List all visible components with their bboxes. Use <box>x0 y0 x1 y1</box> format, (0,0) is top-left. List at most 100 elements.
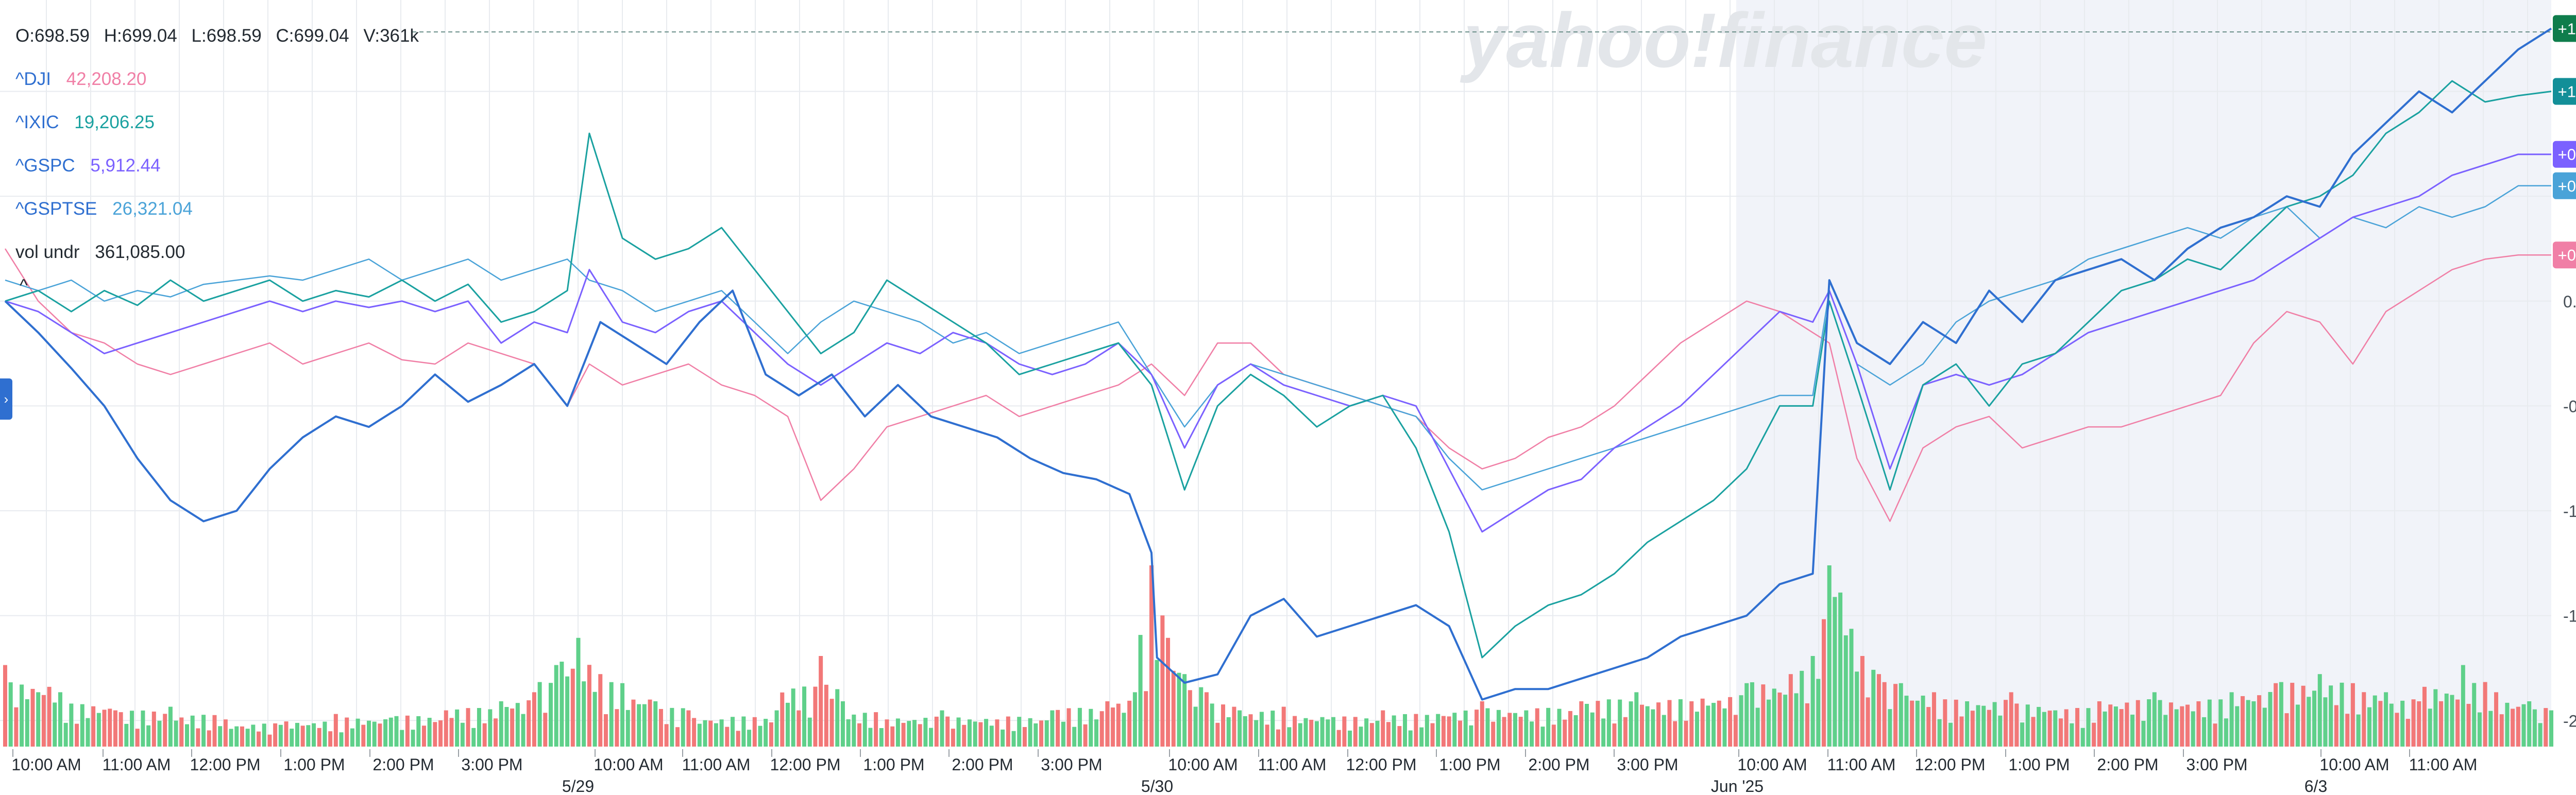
legend-value: 42,208.20 <box>66 69 147 89</box>
series-line-ixic[interactable] <box>5 80 2552 659</box>
volume-bar <box>1116 703 1121 747</box>
volume-bar <box>2323 697 2328 747</box>
volume-bar <box>2301 685 2306 747</box>
volume-bar <box>1667 700 1672 747</box>
volume-bar <box>69 703 74 747</box>
volume-bar <box>1375 720 1380 747</box>
close-value: C:699.04 <box>276 26 349 46</box>
volume-bar <box>1557 708 1562 747</box>
volume-bar <box>2527 701 2532 747</box>
volume-bar <box>1314 721 1319 747</box>
volume-bar <box>1893 684 1898 747</box>
volume-bar <box>2477 712 2482 747</box>
open-value: O:698.59 <box>15 26 90 46</box>
volume-bar <box>1623 717 1628 747</box>
volume-bar <box>515 703 520 747</box>
volume-bar <box>257 731 261 747</box>
side-panel-toggle-chevron-right-icon[interactable]: › <box>0 378 12 420</box>
volume-bar <box>609 682 614 747</box>
volume-bar <box>2108 704 2113 747</box>
volume-bar <box>1601 718 1606 747</box>
legend-value: 19,206.25 <box>74 112 155 132</box>
volume-bar <box>1238 710 1242 747</box>
volume-bar <box>901 722 906 747</box>
legend-item-dji[interactable]: ^DJI 42,208.20 <box>15 69 428 90</box>
volume-bar <box>846 719 851 747</box>
volume-bar <box>741 716 746 747</box>
legend-item-ixic[interactable]: ^IXIC 19,206.25 <box>15 112 428 133</box>
volume-bar <box>1017 717 1022 747</box>
volume-bar <box>63 722 68 747</box>
x-tick-label: 3:00 PM <box>1617 755 1678 774</box>
volume-bar <box>1590 712 1595 747</box>
volume-bar <box>1634 692 1639 747</box>
volume-bar <box>1359 727 1363 747</box>
volume-bar <box>978 722 983 747</box>
day-label: 5/30 <box>1141 777 1173 795</box>
volume-bar <box>1320 717 1325 747</box>
volume-bar <box>785 702 790 747</box>
volume-bar <box>130 711 134 747</box>
volume-bar <box>1546 707 1551 747</box>
series-line-gspc[interactable] <box>5 153 2551 533</box>
volume-bar <box>675 727 680 747</box>
volume-bar <box>2246 700 2250 747</box>
volume-bar <box>1199 687 1204 747</box>
series-line-gsptse[interactable] <box>5 185 2551 491</box>
volume-bar <box>1221 704 1226 747</box>
volume-bar <box>1876 674 1881 747</box>
volume-bar <box>912 720 917 747</box>
volume-bar <box>251 724 256 747</box>
volume-bar <box>840 701 845 747</box>
volume-bar <box>2466 704 2471 747</box>
volume-bar <box>1921 695 1925 747</box>
volume-bar <box>653 701 658 747</box>
watermark-logo: yahoo!finance <box>1460 0 1987 83</box>
volume-bar <box>648 699 652 747</box>
volume-bar <box>41 695 46 747</box>
series-line-volundr[interactable] <box>4 27 2552 701</box>
volume-bar <box>603 714 608 747</box>
volume-bar <box>697 723 702 747</box>
volume-bar <box>907 721 911 747</box>
volume-bar <box>1992 702 1997 747</box>
volume-bar <box>333 714 338 747</box>
volume-bar <box>2047 711 2052 747</box>
volume-bar <box>1899 683 1903 747</box>
volume-bar <box>929 728 934 747</box>
volume-bar <box>2025 704 2030 747</box>
collapse-legend-chevron-icon[interactable]: ^ <box>20 276 28 296</box>
volume-bar <box>2191 711 2195 747</box>
volume-bar <box>1606 699 1611 747</box>
volume-bar <box>2516 706 2520 747</box>
volume-bar <box>2207 699 2212 747</box>
volume-bar <box>433 722 437 747</box>
volume-bar <box>2136 700 2140 747</box>
volume-bar <box>1827 565 1832 747</box>
volume-bar <box>2433 689 2438 747</box>
volume-bar <box>829 699 834 747</box>
volume-bars <box>3 565 2553 747</box>
volume-bar <box>2086 708 2091 747</box>
volume-bar <box>455 709 460 747</box>
legend-item-gsptse[interactable]: ^GSPTSE 26,321.04 <box>15 199 428 219</box>
volume-bar <box>1447 716 1451 747</box>
volume-bar <box>14 707 19 747</box>
legend-item-vol-undr[interactable]: vol undr 361,085.00 <box>15 242 428 263</box>
y-tick-label: -0.5% <box>2563 397 2576 416</box>
volume-bar <box>1403 714 1408 747</box>
volume-bar <box>438 720 443 747</box>
volume-bar <box>692 718 697 747</box>
after-hours-shade <box>1736 0 2551 747</box>
legend-item-gspc[interactable]: ^GSPC 5,912.44 <box>15 155 428 176</box>
volume-bar <box>157 720 162 747</box>
volume-bar <box>2494 692 2499 747</box>
price-badges: +1.3% +1.0% +0.7% +0.6% +0.2% <box>2553 15 2576 269</box>
x-tick-label: 12:00 PM <box>770 755 841 774</box>
y-tick-label: -1.5% <box>2563 607 2576 626</box>
volume-bar <box>1160 615 1165 747</box>
volume-bar <box>1177 672 1181 747</box>
volume-bar <box>245 729 250 747</box>
volume-bar <box>1144 691 1148 747</box>
